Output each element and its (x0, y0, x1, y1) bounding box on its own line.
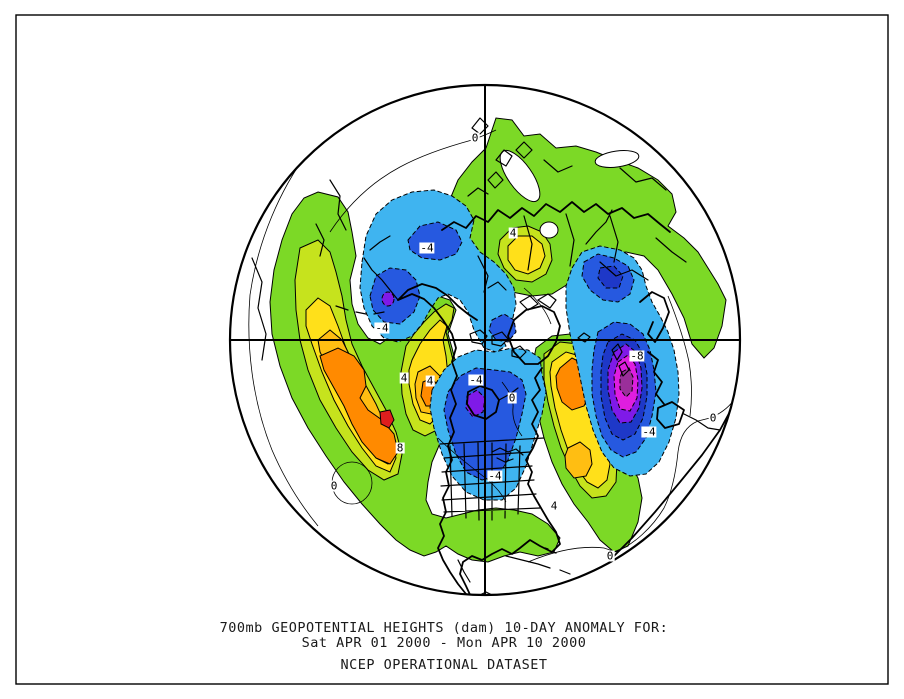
zero-contour-greenland (501, 381, 523, 437)
north-america-west-coast (397, 293, 473, 595)
bering-chukotka-coast (363, 235, 399, 301)
atlantic-amber-core (564, 441, 593, 479)
map-interior (230, 85, 740, 595)
siberia-rivers-borders (477, 159, 687, 293)
eurasia-arctic-coast (441, 201, 671, 233)
siberia-white-hole (594, 150, 640, 168)
aleutian-islands (335, 305, 385, 315)
arctic-purple-dot (381, 291, 395, 307)
great-lakes (491, 447, 524, 463)
north-america-east-coast (459, 367, 561, 595)
europe-coast (647, 351, 665, 405)
africa-atlantic-coast (611, 405, 734, 559)
siberia-yellow-blob (507, 235, 546, 275)
map-boundary-circle (228, 83, 742, 597)
map-title: 700mb GEOPOTENTIAL HEIGHTS (dam) 10-DAY … (220, 620, 669, 636)
alaska-north-coast (397, 283, 478, 321)
caribbean-islands (505, 547, 571, 575)
iberia-coast (656, 401, 685, 429)
border-frame (15, 14, 889, 685)
ural-darkblue-speck (597, 265, 624, 289)
zero-contour-pole (523, 287, 552, 325)
dataset-caption: NCEP OPERATIONAL DATASET (340, 657, 547, 673)
east-asia-coast (251, 179, 347, 361)
mediterranean-coast (683, 413, 721, 431)
zero-contour-east (667, 295, 692, 417)
svalbard-cluster (487, 281, 557, 311)
pacific-red-core (379, 409, 395, 429)
map-date-range: Sat APR 01 2000 - Mon APR 10 2000 (302, 635, 587, 651)
siberia-white-oval (539, 221, 559, 239)
us-state-borders (439, 437, 545, 521)
zero-contour-north (329, 129, 497, 233)
arctic-russia-islands (467, 117, 533, 197)
british-isles (611, 343, 630, 377)
greenland-coast (507, 305, 561, 365)
zero-contour-west (248, 151, 319, 527)
novaya-zemlya (585, 209, 613, 245)
